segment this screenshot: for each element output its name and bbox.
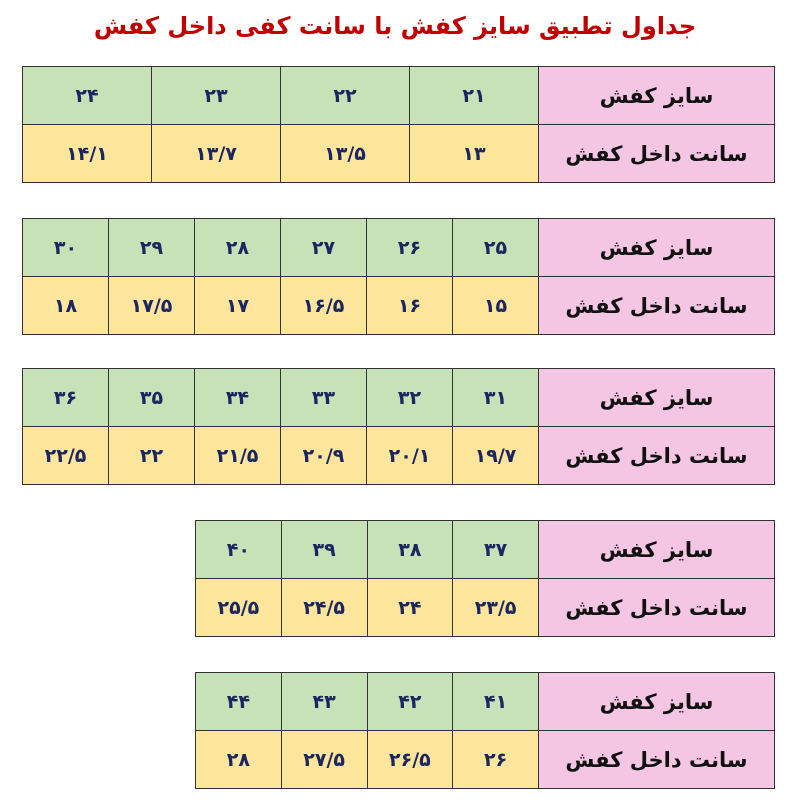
row-label: سانت داخل کفش bbox=[538, 276, 775, 335]
insole-cm-row: سانت داخل کفش ۲۶ ۲۶/۵ ۲۷/۵ ۲۸ bbox=[195, 730, 775, 789]
shoe-size-cell: ۲۴ bbox=[22, 66, 152, 125]
shoe-size-cell: ۲۱ bbox=[409, 66, 539, 125]
shoe-size-cell: ۳۳ bbox=[280, 368, 367, 427]
shoe-size-cell: ۳۸ bbox=[366, 520, 454, 579]
insole-cm-cell: ۱۵ bbox=[452, 276, 539, 335]
row-label: سانت داخل کفش bbox=[538, 124, 775, 183]
insole-cm-cell: ۱۷ bbox=[194, 276, 281, 335]
shoe-size-cell: ۳۱ bbox=[452, 368, 539, 427]
shoe-size-cell: ۲۶ bbox=[366, 218, 453, 277]
insole-cm-cell: ۱۶/۵ bbox=[280, 276, 367, 335]
shoe-size-row: سایز کفش ۳۷ ۳۸ ۳۹ ۴۰ bbox=[195, 520, 775, 579]
insole-cm-cell: ۱۳/۷ bbox=[151, 124, 281, 183]
size-table-5: سایز کفش ۴۱ ۴۲ ۴۳ ۴۴ سانت داخل کفش ۲۶ ۲۶/۵ ۲۷/۵ ۲… bbox=[195, 672, 775, 789]
shoe-size-row: سایز کفش ۲۵ ۲۶ ۲۷ ۲۸ ۲۹ ۳۰ bbox=[22, 218, 775, 277]
insole-cm-cell: ۲۳/۵ bbox=[452, 578, 539, 637]
shoe-size-cell: ۴۲ bbox=[366, 672, 454, 731]
insole-cm-cell: ۱۷/۵ bbox=[108, 276, 195, 335]
page-title: جداول تطبیق سایز کفش با سانت کفی داخل کف… bbox=[93, 12, 697, 40]
insole-cm-cell: ۱۶ bbox=[366, 276, 453, 335]
shoe-size-cell: ۳۵ bbox=[108, 368, 195, 427]
insole-cm-row: سانت داخل کفش ۱۳ ۱۳/۵ ۱۳/۷ ۱۴/۱ bbox=[22, 124, 775, 183]
insole-cm-cell: ۲۴/۵ bbox=[280, 578, 368, 637]
insole-cm-cell: ۱۸ bbox=[22, 276, 109, 335]
shoe-size-cell: ۲۹ bbox=[108, 218, 195, 277]
insole-cm-row: سانت داخل کفش ۱۹/۷ ۲۰/۱ ۲۰/۹ ۲۱/۵ ۲۲ ۲۲/۵ bbox=[22, 426, 775, 485]
insole-cm-cell: ۲۴ bbox=[366, 578, 454, 637]
size-table-1: سایز کفش ۲۱ ۲۲ ۲۳ ۲۴ سانت داخل کفش ۱۳ ۱۳/۵ ۱۳/۷ ۱… bbox=[22, 66, 775, 183]
insole-cm-cell: ۲۲ bbox=[108, 426, 195, 485]
insole-cm-cell: ۲۰/۱ bbox=[366, 426, 453, 485]
insole-cm-cell: ۲۲/۵ bbox=[22, 426, 109, 485]
row-label: سایز کفش bbox=[538, 368, 775, 427]
insole-cm-cell: ۲۱/۵ bbox=[194, 426, 281, 485]
insole-cm-cell: ۲۰/۹ bbox=[280, 426, 367, 485]
insole-cm-cell: ۱۳ bbox=[409, 124, 539, 183]
shoe-size-cell: ۲۷ bbox=[280, 218, 367, 277]
insole-cm-cell: ۲۶ bbox=[452, 730, 539, 789]
row-label: سایز کفش bbox=[538, 672, 775, 731]
shoe-size-cell: ۳۹ bbox=[280, 520, 368, 579]
insole-cm-cell: ۱۳/۵ bbox=[280, 124, 410, 183]
shoe-size-cell: ۲۵ bbox=[452, 218, 539, 277]
shoe-size-row: سایز کفش ۲۱ ۲۲ ۲۳ ۲۴ bbox=[22, 66, 775, 125]
size-table-4: سایز کفش ۳۷ ۳۸ ۳۹ ۴۰ سانت داخل کفش ۲۳/۵ ۲۴ ۲۴/۵ ۲… bbox=[195, 520, 775, 637]
insole-cm-cell: ۲۷/۵ bbox=[280, 730, 368, 789]
shoe-size-row: سایز کفش ۴۱ ۴۲ ۴۳ ۴۴ bbox=[195, 672, 775, 731]
insole-cm-cell: ۱۴/۱ bbox=[22, 124, 152, 183]
size-table-2: سایز کفش ۲۵ ۲۶ ۲۷ ۲۸ ۲۹ ۳۰ سانت داخل کفش ۱۵ ۱۶ ۱۶/… bbox=[22, 218, 775, 335]
shoe-size-cell: ۲۸ bbox=[194, 218, 281, 277]
shoe-size-cell: ۴۴ bbox=[195, 672, 282, 731]
row-label: سانت داخل کفش bbox=[538, 578, 775, 637]
insole-cm-cell: ۱۹/۷ bbox=[452, 426, 539, 485]
shoe-size-cell: ۳۰ bbox=[22, 218, 109, 277]
shoe-size-cell: ۲۲ bbox=[280, 66, 410, 125]
shoe-size-cell: ۲۳ bbox=[151, 66, 281, 125]
insole-cm-cell: ۲۸ bbox=[195, 730, 282, 789]
row-label: سایز کفش bbox=[538, 66, 775, 125]
shoe-size-row: سایز کفش ۳۱ ۳۲ ۳۳ ۳۴ ۳۵ ۳۶ bbox=[22, 368, 775, 427]
shoe-size-cell: ۳۶ bbox=[22, 368, 109, 427]
shoe-size-cell: ۴۱ bbox=[452, 672, 539, 731]
insole-cm-cell: ۲۵/۵ bbox=[195, 578, 282, 637]
row-label: سایز کفش bbox=[538, 520, 775, 579]
insole-cm-row: سانت داخل کفش ۲۳/۵ ۲۴ ۲۴/۵ ۲۵/۵ bbox=[195, 578, 775, 637]
shoe-size-cell: ۳۷ bbox=[452, 520, 539, 579]
insole-cm-cell: ۲۶/۵ bbox=[366, 730, 454, 789]
shoe-size-cell: ۴۰ bbox=[195, 520, 282, 579]
row-label: سایز کفش bbox=[538, 218, 775, 277]
insole-cm-row: سانت داخل کفش ۱۵ ۱۶ ۱۶/۵ ۱۷ ۱۷/۵ ۱۸ bbox=[22, 276, 775, 335]
shoe-size-cell: ۴۳ bbox=[280, 672, 368, 731]
shoe-size-cell: ۳۴ bbox=[194, 368, 281, 427]
shoe-size-cell: ۳۲ bbox=[366, 368, 453, 427]
size-table-3: سایز کفش ۳۱ ۳۲ ۳۳ ۳۴ ۳۵ ۳۶ سانت داخل کفش ۱۹/۷ ۲۰/… bbox=[22, 368, 775, 485]
row-label: سانت داخل کفش bbox=[538, 730, 775, 789]
row-label: سانت داخل کفش bbox=[538, 426, 775, 485]
